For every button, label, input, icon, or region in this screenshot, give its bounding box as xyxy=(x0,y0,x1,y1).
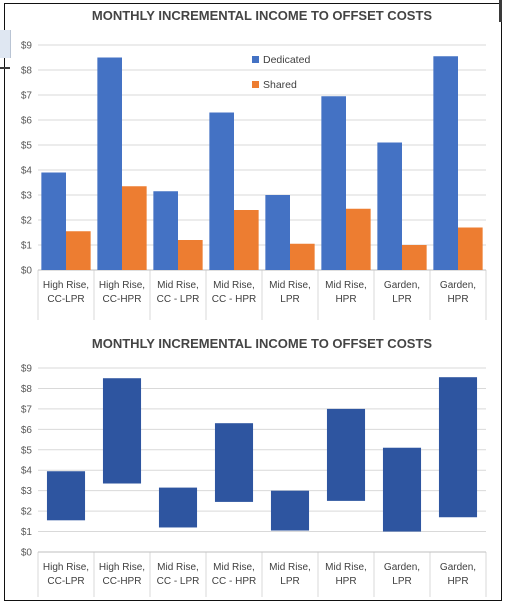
y-tick-label: $3 xyxy=(21,486,33,497)
range-bar xyxy=(214,423,254,502)
bar-dedicated xyxy=(377,142,402,270)
x-tick-label: Garden, LPR xyxy=(384,562,420,587)
bar-dedicated xyxy=(153,191,178,270)
y-tick-label: $8 xyxy=(21,384,33,395)
left-edge-tab xyxy=(0,30,11,58)
bar-shared xyxy=(122,186,147,270)
x-tick-label: Mid Rise, CC - LPR xyxy=(157,280,200,305)
x-tick-label: Garden, LPR xyxy=(384,280,420,305)
x-tick-label: Mid Rise, CC - HPR xyxy=(212,562,256,587)
range-bar xyxy=(326,408,366,501)
bar-shared xyxy=(290,243,315,270)
y-axis-tick-labels: $0 $1 $2 $3 $4 $5 $6 $7 $8 $9 xyxy=(21,41,33,277)
bars xyxy=(41,56,483,270)
x-tick-label: Garden, HPR xyxy=(440,280,476,305)
range-bars xyxy=(46,377,478,532)
x-tick-label: High Rise, CC-LPR xyxy=(43,562,89,587)
chart-title: MONTHLY INCREMENTAL INCOME TO OFFSET COS… xyxy=(92,336,433,351)
x-tick-label: Garden, HPR xyxy=(440,562,476,587)
range-bar xyxy=(102,378,142,484)
floating-range-bar-chart: MONTHLY INCREMENTAL INCOME TO OFFSET COS… xyxy=(21,336,487,597)
range-bar xyxy=(438,377,478,518)
y-tick-label: $2 xyxy=(21,507,33,518)
bar-shared xyxy=(346,208,371,270)
x-tick-label: High Rise, CC-HPR xyxy=(99,562,145,587)
y-tick-label: $3 xyxy=(21,191,33,202)
grouped-bar-chart: MONTHLY INCREMENTAL INCOME TO OFFSET COS… xyxy=(21,8,487,320)
range-bar xyxy=(382,447,422,532)
y-tick-label: $2 xyxy=(21,216,33,227)
x-tick-label: High Rise, CC-HPR xyxy=(99,280,145,305)
bar-dedicated xyxy=(321,96,346,270)
bar-shared xyxy=(178,240,203,270)
legend-swatch-shared xyxy=(252,81,259,88)
y-tick-label: $0 xyxy=(21,266,33,277)
y-tick-label: $7 xyxy=(21,404,33,415)
legend-label-shared: Shared xyxy=(263,79,297,91)
y-tick-label: $5 xyxy=(21,445,33,456)
left-edge-line xyxy=(0,67,10,69)
bar-shared xyxy=(402,245,427,270)
bar-dedicated xyxy=(433,56,458,270)
y-tick-label: $7 xyxy=(21,91,33,102)
bar-dedicated xyxy=(265,195,290,270)
y-tick-label: $4 xyxy=(21,166,33,177)
range-bar xyxy=(46,471,86,521)
y-tick-label: $6 xyxy=(21,116,33,127)
x-axis-tick-labels: High Rise, CC-LPR High Rise, CC-HPR Mid Rise… xyxy=(43,280,476,305)
x-tick-label: Mid Rise, LPR xyxy=(269,562,311,587)
x-axis-tick-labels: High Rise, CC-LPR High Rise, CC-HPR Mid Rise… xyxy=(43,562,476,587)
x-tick-label: Mid Rise, CC - LPR xyxy=(157,562,200,587)
right-edge-marker xyxy=(499,0,502,22)
y-tick-label: $0 xyxy=(21,548,33,559)
bar-dedicated xyxy=(41,172,66,270)
y-tick-label: $8 xyxy=(21,66,33,77)
bar-shared xyxy=(234,210,259,270)
y-tick-label: $6 xyxy=(21,425,33,436)
x-tick-label: Mid Rise, LPR xyxy=(269,280,311,305)
y-tick-label: $1 xyxy=(21,241,33,252)
y-tick-label: $4 xyxy=(21,466,33,477)
bar-dedicated xyxy=(97,57,122,270)
y-tick-label: $9 xyxy=(21,364,33,375)
legend: Dedicated Shared xyxy=(252,54,310,91)
y-tick-label: $1 xyxy=(21,527,33,538)
x-tick-label: Mid Rise, CC - HPR xyxy=(212,280,256,305)
range-bar xyxy=(158,487,198,528)
legend-label-dedicated: Dedicated xyxy=(263,54,310,66)
y-axis-tick-labels: $0 $1 $2 $3 $4 $5 $6 $7 $8 $9 xyxy=(21,364,33,559)
range-bar xyxy=(270,490,310,531)
x-tick-label: Mid Rise, HPR xyxy=(325,280,367,305)
x-tick-label: Mid Rise, HPR xyxy=(325,562,367,587)
chart-title: MONTHLY INCREMENTAL INCOME TO OFFSET COS… xyxy=(92,8,433,23)
bar-shared xyxy=(66,231,91,270)
bar-shared xyxy=(458,227,483,270)
legend-swatch-dedicated xyxy=(252,56,259,63)
x-tick-label: High Rise, CC-LPR xyxy=(43,280,89,305)
y-tick-label: $5 xyxy=(21,141,33,152)
bar-dedicated xyxy=(209,112,234,270)
y-tick-label: $9 xyxy=(21,41,33,52)
